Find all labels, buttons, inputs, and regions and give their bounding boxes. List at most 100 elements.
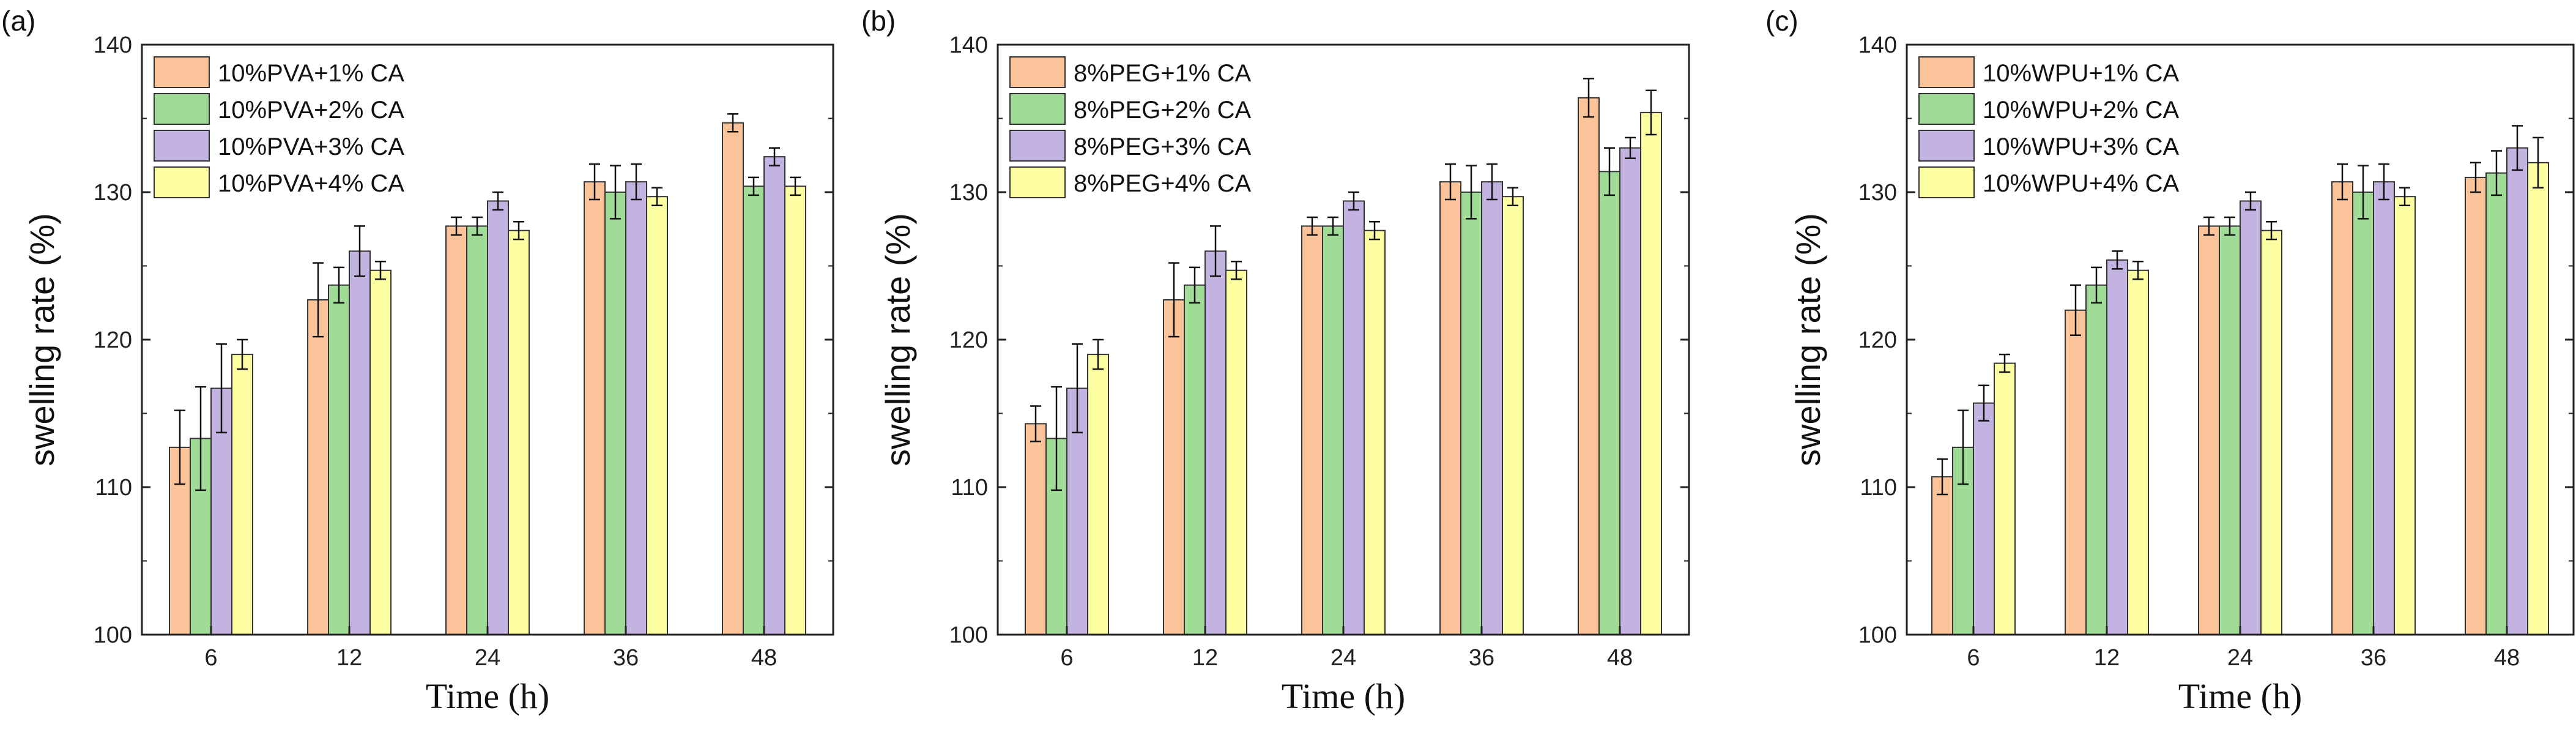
- legend-swatch: [154, 93, 210, 125]
- x-tick-label: 12: [1192, 645, 1218, 671]
- y-tick-label: 100: [1858, 622, 1897, 648]
- legend-label: 10%PVA+2% CA: [218, 97, 404, 124]
- y-axis-label: swelling rate (%): [23, 213, 61, 466]
- bar: [763, 156, 785, 636]
- x-axis-label: Time (h): [2178, 676, 2303, 716]
- bar: [646, 196, 668, 636]
- x-tick-label: 48: [751, 645, 777, 671]
- x-tick-label: 36: [613, 645, 639, 671]
- y-tick-label: 110: [95, 475, 132, 501]
- bar: [1973, 402, 1995, 635]
- chart-panel-2: (b) 100 110 120 130 140 6 12 24 36 48 Time (h) swell…: [861, 5, 1690, 716]
- legend-swatch: [1009, 166, 1066, 198]
- bar: [2373, 181, 2395, 635]
- panel-label: (a): [1, 5, 35, 37]
- legend-swatch: [1009, 56, 1066, 88]
- x-tick-label: 36: [2361, 645, 2386, 671]
- bar: [2198, 225, 2220, 635]
- legend-label: 10%PVA+4% CA: [218, 170, 404, 197]
- bar: [1481, 181, 1503, 635]
- bar: [1640, 111, 1662, 636]
- plot-frame: [141, 43, 834, 636]
- legend-label: 10%WPU+1% CA: [1983, 60, 2180, 87]
- bar: [2352, 192, 2374, 635]
- bar: [1439, 181, 1461, 635]
- legend-swatch: [1918, 93, 1975, 125]
- y-tick-label: 100: [949, 622, 988, 648]
- bar: [1343, 200, 1365, 635]
- legend-swatch: [154, 166, 210, 198]
- bar: [604, 192, 626, 635]
- legend-label: 10%WPU+2% CA: [1983, 97, 2180, 124]
- chart-panel-3: (c) 100 110 120 130 140 6 12 24 36 48 Time (h) swell…: [1765, 5, 2575, 716]
- chart-panel-1: (a) 100 110 120 130 140 6 12 24 36 48 Time (h) swell…: [1, 5, 834, 716]
- bar: [369, 269, 392, 636]
- bar: [2219, 225, 2241, 635]
- legend-swatch: [154, 56, 210, 88]
- bar: [2506, 147, 2528, 635]
- bar: [2106, 259, 2128, 635]
- bar: [1322, 225, 1344, 635]
- panel-label: (c): [1765, 5, 1798, 37]
- bar: [784, 185, 806, 635]
- bar: [2394, 196, 2416, 636]
- x-tick-label: 36: [1469, 645, 1494, 671]
- y-tick-label: 120: [94, 327, 132, 353]
- plot-frame: [1906, 43, 2575, 636]
- bar: [1301, 225, 1323, 635]
- bar: [487, 200, 509, 635]
- x-tick-label: 24: [1331, 645, 1356, 671]
- bar: [1087, 354, 1109, 635]
- bar: [466, 225, 488, 635]
- bar: [584, 181, 606, 635]
- y-tick-label: 130: [1858, 180, 1897, 206]
- bar: [2331, 181, 2353, 635]
- x-tick-label: 48: [1607, 645, 1633, 671]
- bar: [349, 250, 371, 635]
- y-tick-label: 130: [949, 180, 988, 206]
- legend-swatch: [1918, 56, 1975, 88]
- legend-label: 10%WPU+4% CA: [1983, 170, 2180, 197]
- x-tick-label: 24: [2227, 645, 2253, 671]
- bar: [508, 229, 530, 636]
- x-axis-label: Time (h): [426, 676, 550, 716]
- bar: [1619, 147, 1641, 635]
- bar: [625, 181, 647, 635]
- y-tick-label: 120: [949, 327, 988, 353]
- bar: [1204, 250, 1227, 635]
- bar: [2127, 269, 2149, 636]
- y-tick-label: 140: [1858, 32, 1897, 58]
- x-tick-label: 6: [204, 645, 217, 671]
- bar: [1578, 97, 1600, 635]
- legend-label: 8%PEG+3% CA: [1074, 133, 1251, 160]
- legend-label: 10%WPU+3% CA: [1983, 133, 2180, 160]
- x-tick-label: 12: [2094, 645, 2120, 671]
- y-axis-label: swelling rate (%): [1789, 213, 1827, 466]
- bar: [2240, 200, 2262, 635]
- legend-swatch: [1009, 93, 1066, 125]
- y-tick-label: 120: [1858, 327, 1897, 353]
- bar: [1184, 284, 1206, 635]
- plot-frame: [997, 43, 1690, 636]
- legend-label: 10%PVA+1% CA: [218, 60, 404, 87]
- legend-swatch: [1009, 130, 1066, 162]
- y-tick-label: 110: [951, 475, 988, 501]
- bar: [722, 122, 744, 636]
- legend-swatch: [154, 130, 210, 162]
- bar: [1994, 362, 2016, 635]
- bar: [445, 225, 467, 635]
- x-tick-label: 24: [475, 645, 500, 671]
- y-axis-label: swelling rate (%): [878, 213, 917, 466]
- y-tick-label: 100: [94, 622, 132, 648]
- bar: [328, 284, 350, 635]
- bar: [2085, 284, 2107, 635]
- y-tick-label: 130: [94, 180, 132, 206]
- y-tick-label: 140: [949, 32, 988, 58]
- legend-label: 8%PEG+2% CA: [1074, 97, 1251, 124]
- bar: [2465, 176, 2487, 635]
- bar: [2065, 309, 2087, 635]
- bar: [1598, 171, 1620, 635]
- bar: [1502, 196, 1524, 636]
- panel-label: (b): [861, 5, 896, 37]
